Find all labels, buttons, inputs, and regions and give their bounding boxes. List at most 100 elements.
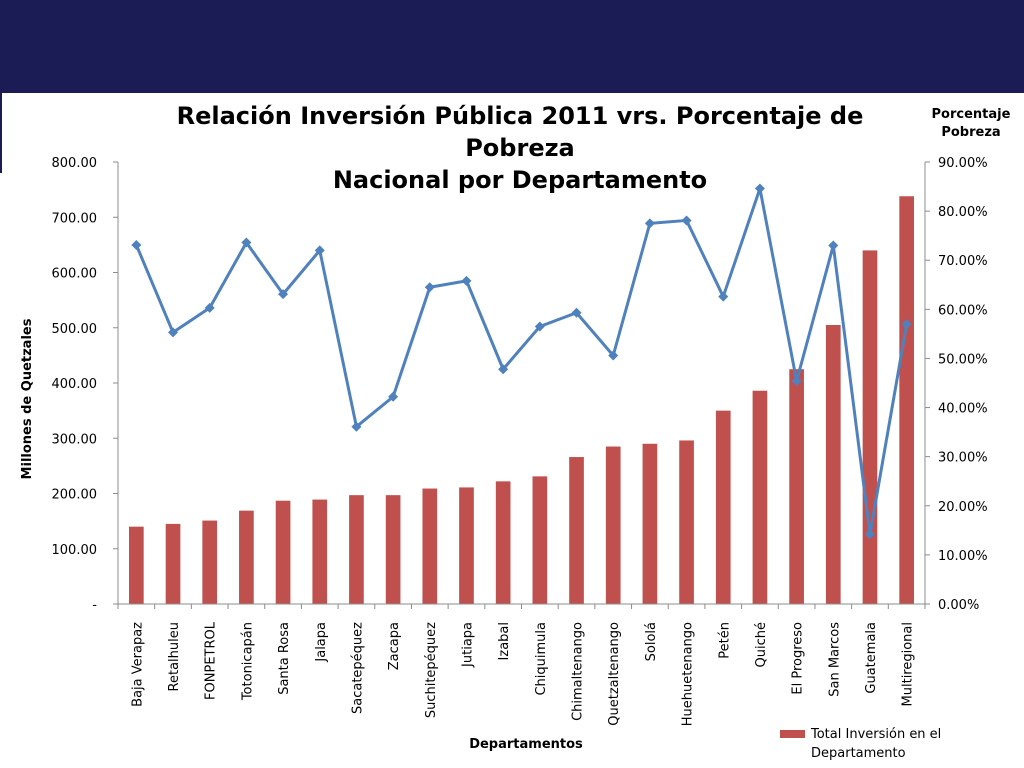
- line-point-20: [828, 240, 839, 251]
- header-banner: [0, 0, 1024, 93]
- x-tick-label: Huehuetenango: [681, 622, 696, 726]
- x-tick-label: Sacatepéquez: [350, 622, 365, 714]
- y2-axis-title-line-1: Porcentaje: [932, 107, 1011, 122]
- line-point-11: [498, 364, 509, 375]
- y2-tick-label: 10.00%: [938, 549, 988, 564]
- bar-13: [569, 457, 584, 604]
- bar-6: [312, 499, 328, 604]
- x-tick-label: Jutiapa: [460, 622, 475, 668]
- x-tick-label: Izabal: [497, 622, 512, 660]
- y-tick-label: 500.00: [52, 322, 98, 337]
- bar-16: [679, 440, 694, 604]
- bar-5: [275, 500, 291, 604]
- line-point-16: [681, 215, 692, 226]
- line-point-9: [424, 282, 435, 293]
- chart-title-line-1: Relación Inversión Pública 2011 vrs. Por…: [177, 102, 864, 130]
- bar-12: [532, 476, 548, 604]
- y-tick-label: 300.00: [52, 432, 98, 447]
- y2-tick-label: 50.00%: [938, 352, 988, 367]
- x-tick-label: Zacapa: [387, 622, 402, 670]
- y-axis-ticks: - 100.00 200.00 300.00 400.00 500.00 600.00 700…: [52, 156, 118, 613]
- y-tick-label: 800.00: [52, 156, 98, 171]
- y2-tick-label: 30.00%: [938, 451, 988, 466]
- x-tick-label: FONPETROL: [204, 621, 219, 700]
- line-point-8: [388, 391, 399, 402]
- bar-1: [129, 526, 144, 604]
- x-tick-label: Chimaltenango: [571, 622, 586, 721]
- legend-label-line-1: Total Inversión en el: [810, 727, 941, 742]
- legend-swatch-bar: [780, 730, 805, 738]
- bar-3: [202, 520, 218, 604]
- line-point-7: [351, 421, 362, 432]
- y2-tick-label: 80.00%: [938, 205, 988, 220]
- line-point-2: [168, 327, 179, 338]
- legend-label-line-2: Departamento: [811, 746, 906, 761]
- x-tick-label: Baja Verapaz: [130, 622, 145, 707]
- y-tick-label: -: [92, 598, 97, 613]
- y2-tick-label: 60.00%: [938, 303, 988, 318]
- bar-14: [605, 446, 621, 604]
- line-point-17: [718, 291, 729, 302]
- x-tick-label: San Marcos: [827, 622, 842, 697]
- bar-2: [165, 523, 181, 604]
- bar-18: [752, 390, 768, 604]
- x-tick-label: Jalapa: [314, 622, 329, 663]
- bar-21: [862, 250, 878, 604]
- bar-11: [495, 481, 511, 604]
- line-point-15: [644, 218, 655, 229]
- line-point-4: [241, 237, 252, 248]
- x-tick-label: Sololá: [644, 622, 659, 661]
- x-tick-label: Suchitepéquez: [424, 622, 439, 718]
- line-point-6: [314, 245, 325, 256]
- x-tick-label: Petén: [717, 622, 732, 659]
- line-point-22: [901, 319, 912, 330]
- x-tick-label: Multiregional: [901, 622, 916, 706]
- bar-7: [349, 495, 364, 604]
- x-tick-label: Santa Rosa: [277, 622, 292, 695]
- line-path: [134, 187, 909, 536]
- x-tick-label: Chiquimula: [534, 622, 549, 696]
- bar-9: [422, 488, 438, 604]
- line-point-19: [791, 376, 802, 387]
- x-tick-label: Quetzaltenango: [607, 622, 622, 726]
- y-tick-label: 700.00: [52, 211, 98, 226]
- bar-8: [385, 495, 401, 604]
- x-tick-label: Guatemala: [864, 622, 879, 694]
- x-axis-ticks: Baja Verapaz Retalhuleu FONPETROL Totonicap…: [117, 604, 926, 726]
- legend: Total Inversión en el Departamento: [780, 727, 941, 761]
- y-tick-label: 600.00: [52, 267, 98, 282]
- x-axis-title: Departamentos: [469, 737, 583, 752]
- bar-22: [899, 196, 914, 604]
- line-point-12: [534, 321, 545, 332]
- line-point-21: [864, 529, 875, 540]
- bar-10: [459, 487, 474, 604]
- bar-series: [129, 196, 914, 604]
- y2-tick-label: 0.00%: [938, 598, 979, 613]
- y2-tick-label: 70.00%: [938, 254, 988, 269]
- y2-tick-label: 40.00%: [938, 402, 988, 417]
- line-point-13: [571, 307, 582, 318]
- x-tick-label: Retalhuleu: [167, 622, 182, 691]
- bar-20: [825, 324, 841, 604]
- x-tick-label: Totonicapán: [240, 622, 255, 701]
- line-point-3: [204, 302, 215, 313]
- bar-17: [715, 410, 731, 604]
- y-tick-label: 100.00: [52, 543, 98, 558]
- line-point-10: [461, 275, 472, 286]
- y2-axis-title-line-2: Pobreza: [941, 125, 1000, 140]
- y-tick-label: 200.00: [52, 488, 98, 503]
- chart-title-line-3: Nacional por Departamento: [333, 166, 707, 194]
- bar-19: [789, 369, 804, 604]
- bar-15: [642, 443, 658, 604]
- y-tick-label: 400.00: [52, 377, 98, 392]
- chart-title: Relación Inversión Pública 2011 vrs. Por…: [177, 102, 864, 194]
- line-point-5: [278, 289, 289, 300]
- x-tick-label: El Progreso: [791, 622, 806, 695]
- slide-edge: [0, 93, 2, 173]
- y2-axis-ticks: 0.00% 10.00% 20.00% 30.00% 40.00% 50.00% 60.00…: [925, 156, 988, 613]
- bar-4: [239, 510, 254, 604]
- chart-title-line-2: Pobreza: [465, 134, 575, 162]
- line-series: [131, 183, 912, 540]
- x-tick-label: Quiché: [754, 622, 769, 667]
